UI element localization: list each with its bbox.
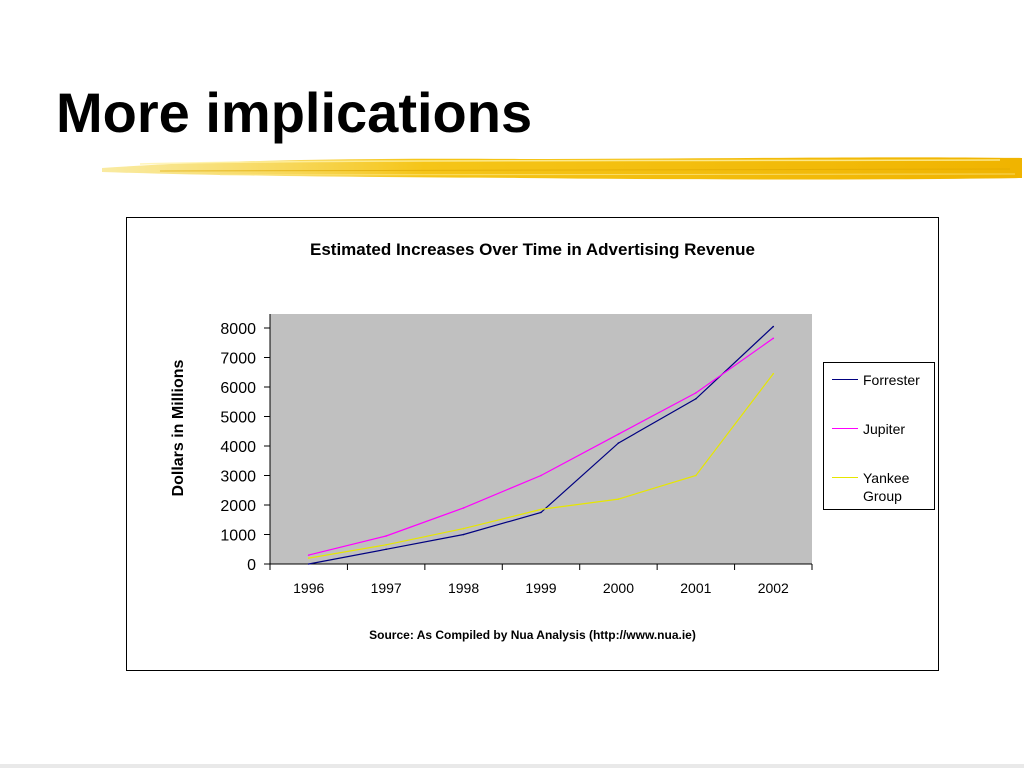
x-tick-label: 1996 xyxy=(293,580,324,596)
data-point-forrester xyxy=(540,511,542,514)
data-point-yankee-group xyxy=(307,557,310,559)
x-tick-label: 1999 xyxy=(525,580,556,596)
y-tick-label: 0 xyxy=(247,557,256,574)
data-point-jupiter xyxy=(695,392,697,394)
legend-swatch-jupiter xyxy=(832,428,858,429)
data-point-forrester xyxy=(385,548,387,551)
legend-swatch-yankee-group xyxy=(832,477,858,478)
data-point-forrester xyxy=(307,563,310,565)
y-tick-label: 8000 xyxy=(220,321,256,338)
data-point-forrester xyxy=(772,325,775,328)
data-point-yankee-group xyxy=(385,544,387,546)
legend-label-yankee-group: Yankee Group xyxy=(863,470,910,504)
data-point-yankee-group xyxy=(540,508,542,511)
chart-title: Estimated Increases Over Time in Adverti… xyxy=(309,240,755,259)
data-point-jupiter xyxy=(772,337,775,340)
data-point-jupiter xyxy=(462,507,465,509)
data-point-jupiter xyxy=(307,554,310,556)
data-point-yankee-group xyxy=(695,474,697,477)
data-point-yankee-group xyxy=(772,372,775,375)
data-point-yankee-group xyxy=(462,527,465,530)
y-axis-label: Dollars in Millions xyxy=(170,359,187,497)
y-tick-label: 3000 xyxy=(220,469,256,486)
y-tick-label: 7000 xyxy=(220,351,256,368)
y-tick-label: 4000 xyxy=(220,439,256,456)
y-tick-label: 6000 xyxy=(220,380,256,397)
x-tick-label: 2002 xyxy=(758,580,789,596)
y-tick-label: 5000 xyxy=(220,410,256,427)
footer-divider xyxy=(0,764,1024,768)
chart-frame: Estimated Increases Over Time in Adverti… xyxy=(126,217,939,671)
data-point-yankee-group xyxy=(617,498,620,500)
data-point-jupiter xyxy=(617,433,620,435)
x-tick-label: 1998 xyxy=(448,580,479,596)
data-point-forrester xyxy=(617,442,620,444)
chart-legend: Forrester Jupiter Yankee Group xyxy=(823,362,935,510)
legend-swatch-forrester xyxy=(832,379,858,380)
line-chart: 0 1000 2000 3000 4000 5000 6000 7000 8000 1996 199… xyxy=(220,314,813,596)
legend-label-jupiter: Jupiter xyxy=(863,421,906,437)
y-tick-label: 2000 xyxy=(220,498,256,515)
y-tick-label: 1000 xyxy=(220,528,256,545)
slide-title: More implications xyxy=(56,81,533,144)
x-tick-label: 1997 xyxy=(371,580,402,596)
data-point-jupiter xyxy=(540,474,542,477)
legend-label-forrester: Forrester xyxy=(863,372,920,388)
x-tick-label: 2000 xyxy=(603,580,634,596)
data-point-jupiter xyxy=(385,535,387,537)
data-point-forrester xyxy=(462,533,465,536)
x-tick-label: 2001 xyxy=(680,580,711,596)
plot-area xyxy=(270,314,812,564)
chart-source-note: Source: As Compiled by Nua Analysis (htt… xyxy=(369,628,696,642)
decorative-brush-stroke xyxy=(102,157,1022,180)
data-point-forrester xyxy=(695,398,697,400)
